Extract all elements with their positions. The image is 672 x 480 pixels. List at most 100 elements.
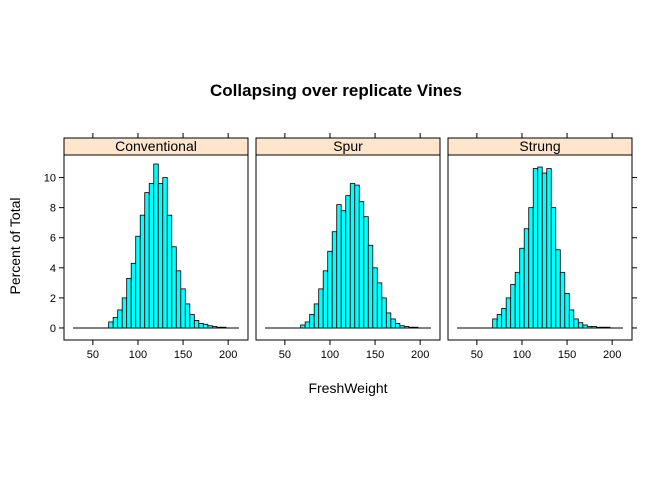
histogram-bar: [582, 324, 588, 329]
histogram-bar: [189, 314, 195, 329]
histogram-bar: [604, 326, 611, 329]
histogram-bar: [492, 318, 498, 329]
histogram-bar: [537, 166, 543, 329]
histogram-bar: [376, 282, 383, 329]
strip-label: Strung: [519, 138, 560, 154]
histogram-bar: [505, 297, 512, 329]
histogram-bar: [345, 195, 351, 329]
histogram-bar: [121, 297, 128, 329]
x-tick-label: 150: [366, 349, 384, 361]
histogram-bar: [313, 303, 320, 329]
histogram-bar: [331, 231, 338, 329]
strip-label: Spur: [333, 138, 363, 154]
chart-title: Collapsing over replicate Vines: [210, 81, 462, 100]
x-tick-label: 150: [174, 349, 192, 361]
panel-strung: Strung 50 100 150 200: [447, 133, 637, 361]
histogram-bar: [340, 210, 347, 329]
panel-frame: [255, 154, 441, 341]
x-tick-label: 150: [558, 349, 576, 361]
histogram-bar: [573, 318, 579, 329]
histogram-bar: [126, 277, 132, 329]
histogram-bar: [108, 321, 114, 329]
histogram-bar: [381, 297, 387, 329]
y-tick-label: 8: [50, 203, 56, 215]
histogram-bar: [220, 326, 227, 329]
y-tick-label: 10: [44, 173, 56, 185]
histogram-bar: [211, 326, 218, 329]
histogram-bar: [514, 271, 521, 329]
panel-frame: [447, 154, 633, 341]
histogram-bar: [304, 321, 311, 329]
histogram-bar: [327, 250, 333, 329]
histogram-bar: [157, 183, 164, 329]
histogram-bar: [600, 326, 606, 329]
histogram-bar: [180, 288, 186, 329]
panels-group: Conventional 50 100 150 200 0 2 4 6 8 10 Spur 50 100 1…: [44, 133, 637, 361]
histogram-bar: [322, 270, 329, 329]
histogram-bar: [550, 207, 557, 329]
x-tick-label: 50: [87, 349, 99, 361]
histogram-bar: [216, 326, 222, 329]
x-tick-label: 100: [129, 349, 147, 361]
histogram-bar: [519, 247, 525, 329]
histogram-bar: [175, 270, 182, 329]
histogram-bar: [171, 246, 177, 329]
histogram-bar: [501, 308, 507, 329]
panel-frame: [63, 154, 249, 341]
histogram-bar: [586, 326, 593, 329]
histogram-bar: [399, 325, 405, 329]
histogram-bar: [367, 244, 374, 329]
histogram-bar: [523, 228, 530, 329]
histogram-bar: [336, 204, 342, 329]
histogram-bar: [148, 183, 155, 329]
histogram-bar: [207, 325, 213, 329]
x-axis-label: FreshWeight: [308, 380, 387, 396]
x-tick-label: 100: [513, 349, 531, 361]
histogram-bar: [153, 163, 159, 329]
panel-conventional: Conventional 50 100 150 200 0 2 4 6 8 10: [44, 133, 249, 361]
histogram-bar: [130, 262, 137, 329]
histogram-bar: [403, 326, 410, 329]
x-tick-label: 50: [471, 349, 483, 361]
y-axis-label: Percent of Total: [7, 197, 23, 294]
y-tick-label: 4: [50, 263, 56, 275]
x-tick-label: 200: [603, 349, 621, 361]
histogram-bar: [528, 207, 534, 329]
y-tick-label: 6: [50, 233, 56, 245]
strip-label: Conventional: [115, 138, 197, 154]
histogram-bar: [541, 172, 548, 329]
histogram-bar: [117, 309, 123, 329]
histogram-bar: [546, 168, 552, 329]
histogram-bar: [390, 318, 396, 329]
histogram-bar: [358, 201, 365, 329]
histogram-bar: [139, 214, 146, 329]
histogram-bar: [198, 323, 204, 329]
histogram-bar: [354, 184, 360, 329]
x-tick-label: 200: [219, 349, 237, 361]
histogram-bar: [300, 324, 306, 329]
histogram-bar: [349, 183, 356, 329]
histogram-bar: [568, 309, 575, 329]
histogram-bar: [496, 314, 503, 329]
histogram-bar: [162, 177, 168, 329]
histogram-bar: [309, 314, 315, 329]
histogram-bar: [166, 214, 173, 329]
x-tick-label: 200: [411, 349, 429, 361]
histogram-bar: [555, 249, 561, 329]
histogram-bar: [532, 168, 539, 329]
y-tick-label: 2: [50, 293, 56, 305]
histogram-bar: [394, 323, 401, 329]
histogram-bar: [135, 235, 141, 329]
histogram-bar: [510, 283, 516, 329]
x-tick-label: 100: [321, 349, 339, 361]
histogram-bar: [385, 312, 392, 329]
histogram-bar: [363, 216, 369, 329]
histogram-bar: [193, 320, 200, 329]
histogram-bar: [564, 292, 570, 329]
panel-spur: Spur 50 100 150 200: [255, 133, 441, 361]
histogram-bar: [112, 317, 119, 329]
histogram-bar: [318, 288, 324, 329]
histogram-bar: [591, 326, 597, 329]
y-tick-label: 0: [50, 323, 56, 335]
